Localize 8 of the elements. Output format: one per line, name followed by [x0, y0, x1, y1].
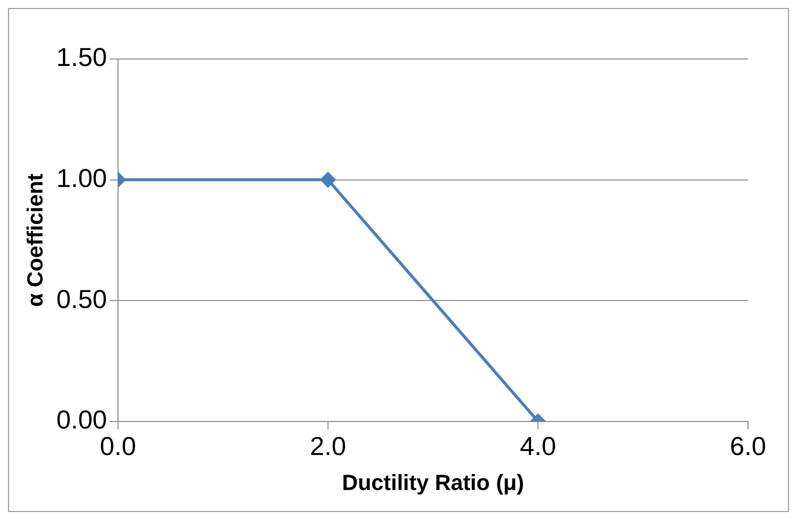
- x-tick-label: 4.0: [520, 431, 556, 462]
- x-tick-label: 2.0: [310, 431, 346, 462]
- y-tick-label: 0.50: [56, 284, 108, 314]
- x-axis-title: Ductility Ratio (μ): [342, 470, 524, 495]
- y-axis-title: α Coefficient: [22, 172, 48, 307]
- y-tick-label: 1.00: [56, 162, 108, 193]
- x-tick-label: 6.0: [730, 431, 766, 462]
- y-tick-label: 1.50: [56, 42, 108, 72]
